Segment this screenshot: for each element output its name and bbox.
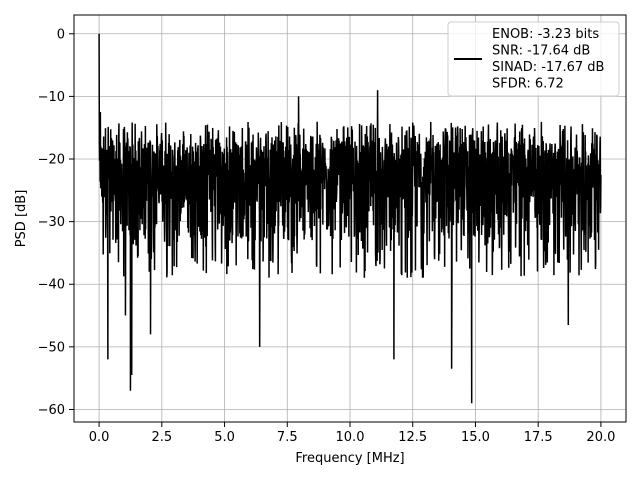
y-tick-label: −60 <box>38 403 65 418</box>
legend-sfdr: SFDR: 6.72 <box>492 77 564 92</box>
y-axis: 0 −10 −20 −30 −40 −50 −60 <box>38 27 74 418</box>
y-tick-label: −10 <box>38 90 65 105</box>
x-tick-label: 0.0 <box>89 430 110 445</box>
x-tick-label: 10.0 <box>336 430 365 445</box>
x-tick-label: 17.5 <box>524 430 553 445</box>
y-tick-label: −30 <box>38 215 65 230</box>
y-tick-label: 0 <box>57 27 65 42</box>
x-axis-title: Frequency [MHz] <box>295 451 404 466</box>
y-axis-title: PSD [dB] <box>14 190 29 248</box>
legend-snr: SNR: -17.64 dB <box>492 44 590 59</box>
legend-box <box>447 21 620 97</box>
x-tick-label: 5.0 <box>214 430 235 445</box>
x-tick-label: 7.5 <box>277 430 298 445</box>
x-tick-label: 15.0 <box>461 430 490 445</box>
y-tick-label: −40 <box>38 278 65 293</box>
x-tick-label: 12.5 <box>398 430 427 445</box>
psd-series-line <box>98 33 602 404</box>
legend-sinad: SINAD: -17.67 dB <box>492 60 604 75</box>
legend: ENOB: -3.23 bits SNR: -17.64 dB SINAD: -… <box>447 21 620 97</box>
y-tick-label: −20 <box>38 153 65 168</box>
plot-area <box>98 33 602 404</box>
y-tick-label: −50 <box>38 340 65 355</box>
x-axis: 0.0 2.5 5.0 7.5 10.0 12.5 15.0 17.5 20.0 <box>89 422 615 445</box>
x-tick-label: 2.5 <box>151 430 172 445</box>
legend-enob: ENOB: -3.23 bits <box>492 27 599 42</box>
x-tick-label: 20.0 <box>586 430 615 445</box>
